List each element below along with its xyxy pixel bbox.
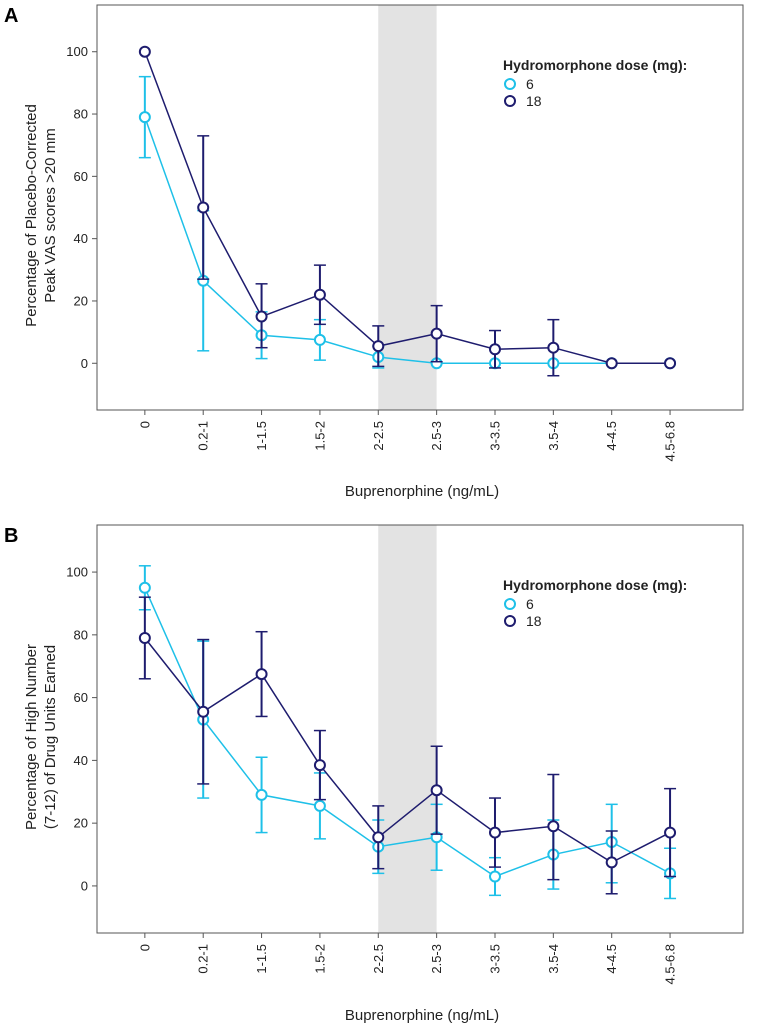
series-line [144,116,671,365]
x-tick-label: 4-4.5 [604,421,619,451]
y-tick-label: 80 [74,627,88,642]
y-tick-label: 60 [74,690,88,705]
series-18 [138,596,677,895]
data-point [313,333,326,346]
panel-A: A 0 20 40 60 80 100 0 0.2-1 1-1.5 1.5-2 2-2.5 2.5-3 3… [4,4,744,500]
legend-entry: 18 [526,93,542,109]
shaded-region [378,525,437,933]
series-18 [138,45,677,377]
x-tick-label: 4-4.5 [604,944,619,974]
y-axis-label-line: Percentage of Placebo-Corrected [23,104,40,327]
x-tick-label: 4.5-6.8 [663,944,678,984]
y-tick-label: 40 [74,231,88,246]
legend: Hydromorphone dose (mg): 618 [503,57,687,109]
y-axis-label-line: Peak VAS scores >20 mm [42,128,59,302]
data-point [313,288,326,301]
y-tick-label: 60 [74,169,88,184]
x-axis-label: Buprenorphine (ng/mL) [345,483,499,500]
data-point [138,631,151,644]
data-point [138,111,151,124]
y-tick-label: 20 [74,293,88,308]
x-tick-label: 0 [137,421,152,428]
legend-title: Hydromorphone dose (mg): [503,577,687,593]
data-point [664,357,677,370]
data-point [138,581,151,594]
y-tick-label: 100 [66,565,88,580]
series-line [144,587,671,878]
x-tick-label: 1-1.5 [254,944,269,974]
legend-marker [504,615,516,627]
x-tick-label: 3-3.5 [487,944,502,974]
x-tick-label: 2-2.5 [371,944,386,974]
y-axis-label: Percentage of Placebo-Corrected Peak VAS … [23,104,59,327]
data-point [547,341,560,354]
series-line [144,637,671,864]
x-tick-label: 2-2.5 [371,421,386,451]
y-axis-label-line: (7-12) of Drug Units Earned [42,645,59,829]
legend-marker [504,95,516,107]
legend-entry: 6 [526,596,534,612]
y-axis-label: Percentage of High Number (7-12) of Drug … [23,644,59,830]
data-point [605,856,618,869]
data-point [372,831,385,844]
x-tick-label: 3.5-4 [546,944,561,974]
x-tick-label: 0.2-1 [196,944,211,974]
data-point [197,201,210,214]
data-point [430,784,443,797]
x-tick-label: 0 [137,944,152,951]
shaded-region [378,5,437,410]
x-tick-label: 1.5-2 [312,944,327,974]
data-point [664,826,677,839]
data-point [430,327,443,340]
panel-label: B [4,525,18,547]
y-tick-label: 0 [81,878,88,893]
series-line [144,51,671,365]
y-tick-label: 20 [74,816,88,831]
x-tick-label: 4.5-6.8 [663,421,678,461]
legend-entry: 6 [526,76,534,92]
y-axis-label-line: Percentage of High Number [23,644,40,830]
data-point [547,820,560,833]
y-tick-label: 40 [74,753,88,768]
data-point [488,826,501,839]
y-tick-label: 0 [81,356,88,371]
x-tick-label: 0.2-1 [196,421,211,451]
legend-marker [504,598,516,610]
x-tick-label: 2.5-3 [429,421,444,451]
x-tick-label: 3-3.5 [487,421,502,451]
x-tick-label: 1-1.5 [254,421,269,451]
data-point [197,705,210,718]
panel-B: B 0 20 40 60 80 100 0 0.2-1 1-1.5 1.5-2 2-2.5 2.5-3 3… [4,524,744,1024]
plot-frame [96,524,744,934]
legend: Hydromorphone dose (mg): 618 [503,577,687,629]
plot-frame [96,4,744,411]
legend-marker [504,78,516,90]
x-tick-label: 2.5-3 [429,944,444,974]
data-point [255,310,268,323]
data-point [313,759,326,772]
data-point [488,870,501,883]
y-tick-label: 80 [74,107,88,122]
data-point [605,357,618,370]
legend-entry: 18 [526,613,542,629]
data-point [313,799,326,812]
data-point [138,45,151,58]
data-point [255,668,268,681]
x-tick-label: 1.5-2 [312,421,327,451]
x-axis-label: Buprenorphine (ng/mL) [345,1007,499,1024]
data-point [488,343,501,356]
x-tick-label: 3.5-4 [546,421,561,451]
data-point [372,340,385,353]
panel-label: A [4,5,18,27]
legend-title: Hydromorphone dose (mg): [503,57,687,73]
y-tick-label: 100 [66,44,88,59]
data-point [255,788,268,801]
